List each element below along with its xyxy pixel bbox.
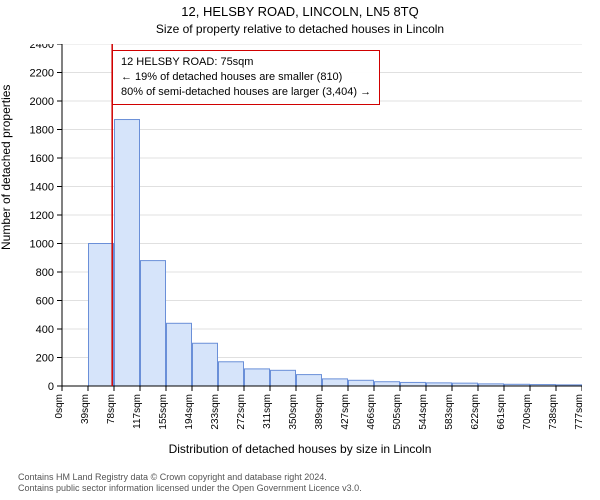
- svg-text:272sqm: 272sqm: [236, 394, 247, 430]
- subtitle: Size of property relative to detached ho…: [0, 22, 600, 36]
- svg-text:1600: 1600: [30, 153, 54, 165]
- svg-text:622sqm: 622sqm: [470, 394, 481, 430]
- attribution: Contains HM Land Registry data © Crown c…: [18, 472, 362, 495]
- svg-text:0: 0: [48, 381, 54, 393]
- svg-text:155sqm: 155sqm: [158, 394, 169, 430]
- svg-text:800: 800: [36, 267, 54, 279]
- info-line-2: ← 19% of detached houses are smaller (81…: [121, 70, 371, 85]
- x-axis-label: Distribution of detached houses by size …: [0, 442, 600, 456]
- svg-text:661sqm: 661sqm: [496, 394, 507, 430]
- svg-text:400: 400: [36, 324, 54, 336]
- svg-text:427sqm: 427sqm: [340, 394, 351, 430]
- svg-text:350sqm: 350sqm: [288, 394, 299, 430]
- svg-text:466sqm: 466sqm: [366, 394, 377, 430]
- svg-text:777sqm: 777sqm: [574, 394, 582, 430]
- info-line-1: 12 HELSBY ROAD: 75sqm: [121, 55, 371, 70]
- page-title: 12, HELSBY ROAD, LINCOLN, LN5 8TQ: [0, 4, 600, 19]
- svg-text:1000: 1000: [30, 239, 54, 251]
- svg-text:2000: 2000: [30, 96, 54, 108]
- info-line-3: 80% of semi-detached houses are larger (…: [121, 85, 371, 100]
- svg-text:2200: 2200: [30, 68, 54, 80]
- attribution-line-2: Contains public sector information licen…: [18, 483, 362, 494]
- svg-text:233sqm: 233sqm: [210, 394, 221, 430]
- svg-text:0sqm: 0sqm: [54, 394, 65, 418]
- svg-text:200: 200: [36, 353, 54, 365]
- svg-text:544sqm: 544sqm: [418, 394, 429, 430]
- svg-text:78sqm: 78sqm: [106, 394, 117, 424]
- svg-text:2400: 2400: [30, 44, 54, 51]
- svg-text:311sqm: 311sqm: [262, 394, 273, 429]
- svg-text:505sqm: 505sqm: [392, 394, 403, 430]
- y-axis-label: Number of detached properties: [0, 85, 13, 250]
- svg-text:389sqm: 389sqm: [314, 394, 325, 430]
- svg-text:738sqm: 738sqm: [548, 394, 559, 430]
- svg-text:700sqm: 700sqm: [522, 394, 533, 430]
- svg-text:39sqm: 39sqm: [80, 394, 91, 424]
- svg-text:600: 600: [36, 296, 54, 308]
- svg-text:1400: 1400: [30, 182, 54, 194]
- svg-text:117sqm: 117sqm: [132, 394, 143, 429]
- svg-text:1800: 1800: [30, 125, 54, 137]
- svg-text:1200: 1200: [30, 210, 54, 222]
- info-box: 12 HELSBY ROAD: 75sqm ← 19% of detached …: [112, 50, 380, 105]
- svg-text:194sqm: 194sqm: [184, 394, 195, 430]
- attribution-line-1: Contains HM Land Registry data © Crown c…: [18, 472, 362, 483]
- svg-text:583sqm: 583sqm: [444, 394, 455, 430]
